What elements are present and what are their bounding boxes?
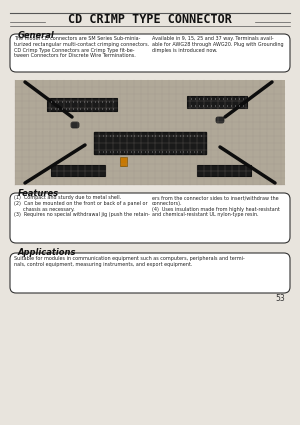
Text: Suitable for modules in communication equipment such as computers, peripherals a: Suitable for modules in communication eq…: [14, 256, 245, 267]
FancyBboxPatch shape: [15, 80, 285, 185]
Text: Features: Features: [18, 189, 59, 198]
Text: CD CRIMP TYPE CONNECTOR: CD CRIMP TYPE CONNECTOR: [68, 12, 232, 26]
FancyBboxPatch shape: [47, 98, 117, 111]
FancyBboxPatch shape: [10, 253, 290, 293]
Text: The model CD connectors are SM Series Sub-minia-
turized rectangular multi-conta: The model CD connectors are SM Series Su…: [14, 36, 149, 58]
Text: ers from the connector sides to insert/withdraw the
connectors).
(4)  Uses insul: ers from the connector sides to insert/w…: [152, 195, 280, 218]
Text: Applications: Applications: [18, 248, 76, 257]
FancyBboxPatch shape: [120, 157, 127, 166]
Text: (1)  Compact and sturdy due to metal shell.
(2)  Can be mounted on the front or : (1) Compact and sturdy due to metal shel…: [14, 195, 150, 218]
Text: Available in 9, 15, 25 and 37 way. Terminals avail-
able for AWG28 through AWG20: Available in 9, 15, 25 and 37 way. Termi…: [152, 36, 284, 53]
FancyBboxPatch shape: [51, 165, 105, 176]
FancyBboxPatch shape: [197, 165, 251, 176]
FancyBboxPatch shape: [94, 132, 206, 154]
FancyBboxPatch shape: [187, 96, 247, 108]
FancyBboxPatch shape: [10, 34, 290, 72]
FancyBboxPatch shape: [71, 122, 79, 128]
FancyBboxPatch shape: [10, 193, 290, 243]
Text: General: General: [18, 31, 55, 40]
Text: 53: 53: [275, 294, 285, 303]
FancyBboxPatch shape: [216, 117, 224, 123]
